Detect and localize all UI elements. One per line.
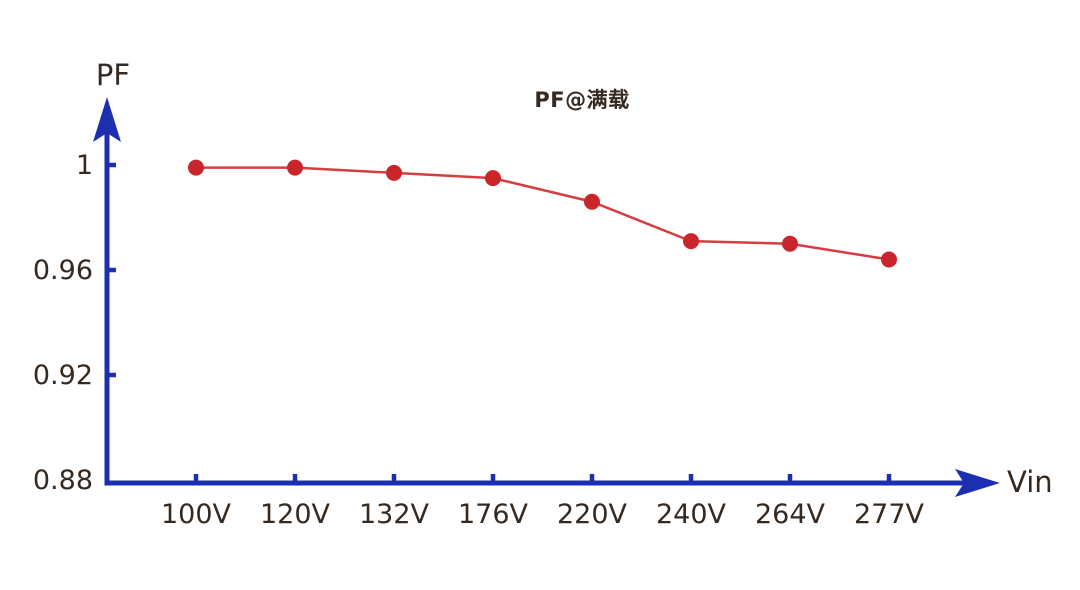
data-point [782,235,798,252]
x-tick-label: 240V [656,499,727,530]
x-tick-label: 176V [458,499,529,530]
data-point [683,233,699,250]
series-line [196,166,890,261]
data-point [287,159,303,176]
data-point [584,193,600,210]
x-tick-label: 264V [755,499,826,530]
x-tick-label: 120V [260,499,331,530]
x-tick-label: 132V [359,499,430,530]
chart-title: PF@满载 [534,88,630,112]
x-tick-label: 220V [557,499,628,530]
data-point [881,251,897,268]
y-axis-arrowhead [93,97,121,142]
data-point [188,159,204,176]
x-tick-label: 100V [161,499,232,530]
data-point [485,170,501,187]
y-tick-label: 1 [76,150,93,181]
y-tick-label: 0.96 [33,255,93,286]
y-tick-label: 0.88 [33,465,93,496]
x-axis-title: Vin [1007,465,1053,499]
y-tick-label: 0.92 [33,360,93,391]
x-axis-arrowhead [955,469,1000,497]
data-point [386,164,402,181]
x-tick-label: 277V [854,499,925,530]
y-axis-title: PF [95,58,131,92]
